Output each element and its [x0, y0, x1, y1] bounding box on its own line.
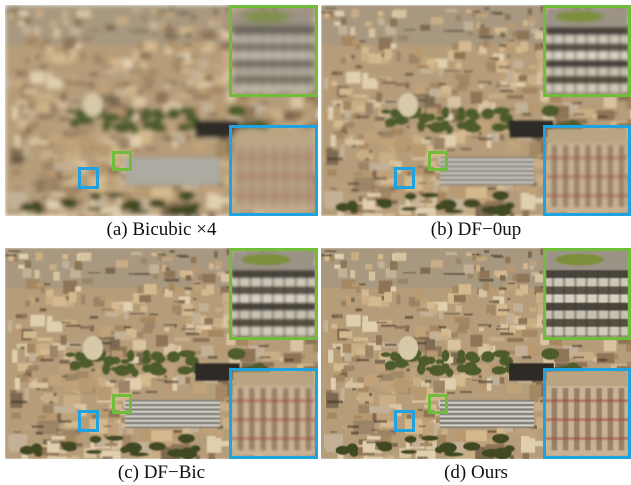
blue-zoom-image — [232, 128, 315, 213]
blue-roi-box — [394, 167, 415, 189]
blue-zoom-inset — [229, 368, 318, 459]
panel-df-0up — [321, 5, 631, 216]
caption-d: (d) Ours — [444, 462, 508, 483]
blue-roi-box — [78, 167, 99, 189]
panel-df-bic — [5, 248, 318, 459]
green-roi-box — [112, 394, 132, 414]
green-zoom-image — [546, 8, 628, 94]
blue-zoom-image — [546, 371, 628, 456]
green-zoom-inset — [543, 248, 631, 340]
caption-b: (b) DF−0up — [430, 219, 522, 240]
green-zoom-inset — [543, 5, 631, 97]
blue-zoom-inset — [229, 125, 318, 216]
blue-roi-box — [78, 410, 99, 432]
green-zoom-inset — [229, 5, 318, 97]
green-roi-box — [112, 151, 132, 171]
panel-ours — [321, 248, 631, 459]
green-roi-box — [428, 394, 448, 414]
green-zoom-inset — [229, 248, 318, 340]
green-zoom-image — [232, 8, 315, 94]
caption-c: (c) DF−Bic — [117, 462, 206, 483]
green-roi-box — [428, 151, 448, 171]
green-zoom-image — [546, 251, 628, 337]
panel-bicubic — [5, 5, 318, 216]
green-zoom-image — [232, 251, 315, 337]
blue-zoom-image — [546, 128, 628, 213]
blue-zoom-image — [232, 371, 315, 456]
blue-zoom-inset — [543, 368, 631, 459]
blue-zoom-inset — [543, 125, 631, 216]
blue-roi-box — [394, 410, 415, 432]
caption-a: (a) Bicubic ×4 — [106, 219, 217, 240]
